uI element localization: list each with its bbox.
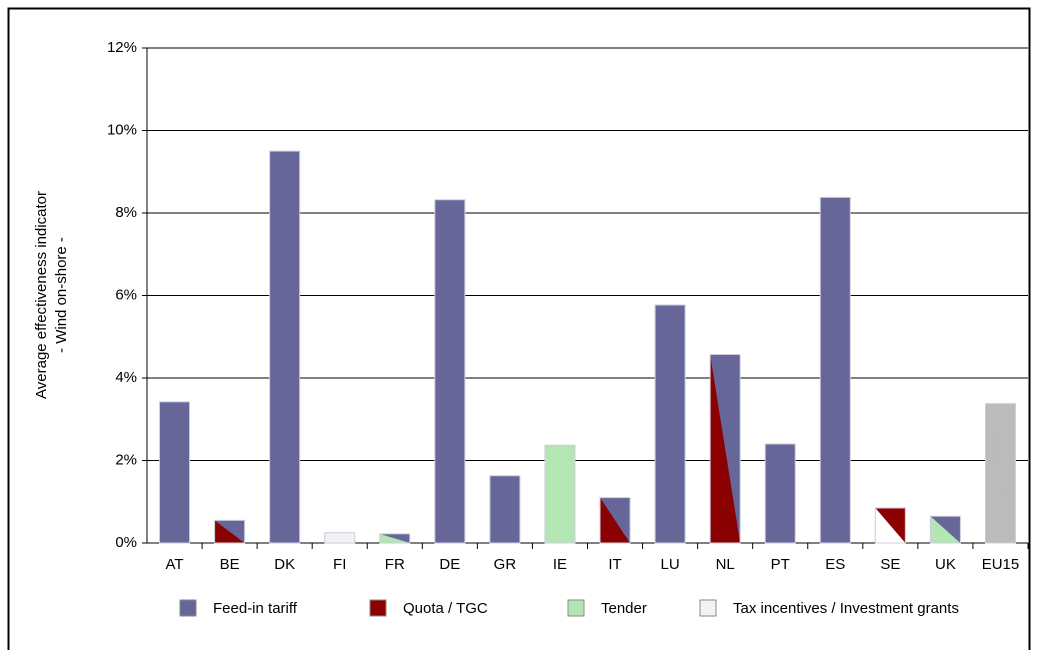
bar (379, 533, 411, 544)
bar (324, 532, 356, 544)
x-tick-label: UK (935, 556, 956, 573)
y-tick-label: 0% (115, 534, 137, 551)
bar (434, 199, 466, 544)
bar-part (820, 197, 851, 543)
bar-outline (654, 304, 686, 544)
x-tick-label: SE (880, 556, 900, 573)
x-tick-label: PT (771, 556, 790, 573)
bar-part (159, 401, 190, 543)
bar (159, 401, 191, 544)
bar-outline (709, 353, 741, 544)
bar-part (489, 475, 520, 543)
y-tick-label: 8% (115, 204, 137, 221)
legend-label: Tender (601, 600, 647, 617)
bar-outline (324, 532, 356, 544)
bar (269, 150, 301, 544)
bar-part (875, 507, 906, 543)
x-tick-label: DK (274, 556, 295, 573)
x-tick-label: IE (553, 556, 567, 573)
y-tick-label: 10% (107, 121, 137, 138)
bar-outline (544, 444, 576, 544)
bar (599, 497, 631, 544)
bar-outline (159, 401, 191, 544)
legend-label: Tax incentives / Investment grants (733, 600, 959, 617)
bar-outline (214, 519, 246, 544)
bar-part (710, 354, 741, 543)
bar-outline (269, 150, 301, 544)
x-tick-label: ES (825, 556, 845, 573)
bar-outline (489, 475, 521, 544)
bar-part (655, 304, 686, 543)
bar-part (930, 516, 961, 543)
x-tick-label: FI (333, 556, 346, 573)
legend-swatch (179, 599, 197, 617)
y-axis-title: Average effectiveness indicator (33, 191, 50, 399)
x-tick-label: FR (385, 556, 405, 573)
bar (214, 519, 246, 544)
frame (7, 7, 1031, 655)
bar-part (434, 199, 465, 544)
y-tick-label: 12% (107, 39, 137, 56)
x-tick-label: NL (716, 556, 735, 573)
bar (709, 353, 741, 544)
x-tick-label: LU (661, 556, 680, 573)
legend-swatch (369, 599, 387, 617)
legend-swatch (699, 599, 717, 617)
bar-outline (929, 515, 961, 544)
y-tick-label: 6% (115, 286, 137, 303)
y-tick-label: 4% (115, 369, 137, 386)
x-tick-label: EU15 (982, 556, 1020, 573)
bar (764, 443, 796, 544)
bar-outline (764, 443, 796, 544)
x-tick-label: AT (166, 556, 184, 573)
bar (929, 515, 961, 544)
bar (874, 507, 906, 544)
bar-part (544, 445, 575, 543)
bar (819, 196, 851, 544)
y-axis-title: - Wind on-shore - (53, 237, 70, 353)
bar (984, 403, 1016, 544)
bar-outline (599, 497, 631, 544)
bar-part (324, 532, 355, 543)
bar-outline (819, 196, 851, 544)
bar-part (985, 403, 1016, 543)
bar-outline (984, 403, 1016, 544)
legend-label: Quota / TGC (403, 600, 488, 617)
bar-part (765, 444, 796, 543)
legend-swatch (567, 599, 585, 617)
bar-part (600, 497, 631, 543)
x-tick-label: DE (439, 556, 460, 573)
x-tick-label: IT (608, 556, 621, 573)
bar-outline (874, 507, 906, 544)
bar-part (269, 151, 300, 543)
y-tick-label: 2% (115, 451, 137, 468)
bar (489, 475, 521, 544)
x-tick-label: GR (494, 556, 517, 573)
bar (654, 304, 686, 544)
bar-outline (379, 533, 411, 544)
bar-part (214, 520, 245, 543)
bar (544, 444, 576, 544)
bar-outline (434, 199, 466, 544)
x-tick-label: BE (220, 556, 240, 573)
legend-label: Feed-in tariff (213, 600, 298, 617)
bar-part (379, 533, 410, 543)
